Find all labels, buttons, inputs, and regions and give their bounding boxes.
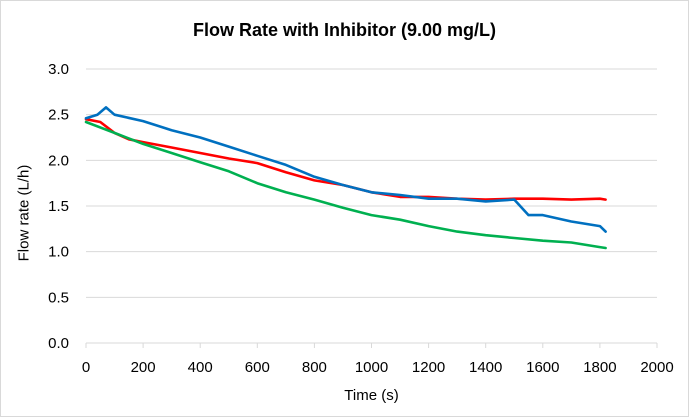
x-tick-label: 1000 bbox=[355, 359, 388, 376]
gridlines bbox=[86, 68, 657, 298]
x-tick-label: 0 bbox=[82, 359, 90, 376]
x-tick-label: 1600 bbox=[526, 359, 559, 376]
x-tick-label: 200 bbox=[131, 359, 156, 376]
x-tick-labels: 0 200 400 600 800 1000 1200 1400 1600 1800 2000 bbox=[82, 359, 674, 376]
axes bbox=[85, 342, 658, 348]
y-tick-label: 1.5 bbox=[48, 198, 69, 215]
series-lines bbox=[84, 106, 607, 250]
x-tick-label: 1400 bbox=[469, 359, 502, 376]
x-tick-label: 800 bbox=[302, 359, 327, 376]
y-tick-label: 2.5 bbox=[48, 107, 69, 124]
x-tick-label: 2000 bbox=[640, 359, 673, 376]
series-line-3 bbox=[84, 120, 607, 250]
series-line-2 bbox=[84, 106, 607, 233]
y-tick-labels: 0.0 0.5 1.0 1.5 2.0 2.5 3.0 bbox=[48, 61, 69, 352]
x-tick-label: 400 bbox=[188, 359, 213, 376]
y-tick-label: 0.5 bbox=[48, 289, 69, 306]
series-line-1 bbox=[84, 117, 607, 201]
chart-title: Flow Rate with Inhibitor (9.00 mg/L) bbox=[192, 20, 496, 40]
y-tick-label: 1.0 bbox=[48, 244, 69, 261]
x-tick-label: 1800 bbox=[583, 359, 616, 376]
y-tick-label: 2.0 bbox=[48, 152, 69, 169]
x-axis-title: Time (s) bbox=[344, 387, 399, 404]
y-tick-label: 0.0 bbox=[48, 335, 69, 352]
x-tick-label: 600 bbox=[245, 359, 270, 376]
y-tick-label: 3.0 bbox=[48, 61, 69, 78]
x-tick-label: 1200 bbox=[412, 359, 445, 376]
